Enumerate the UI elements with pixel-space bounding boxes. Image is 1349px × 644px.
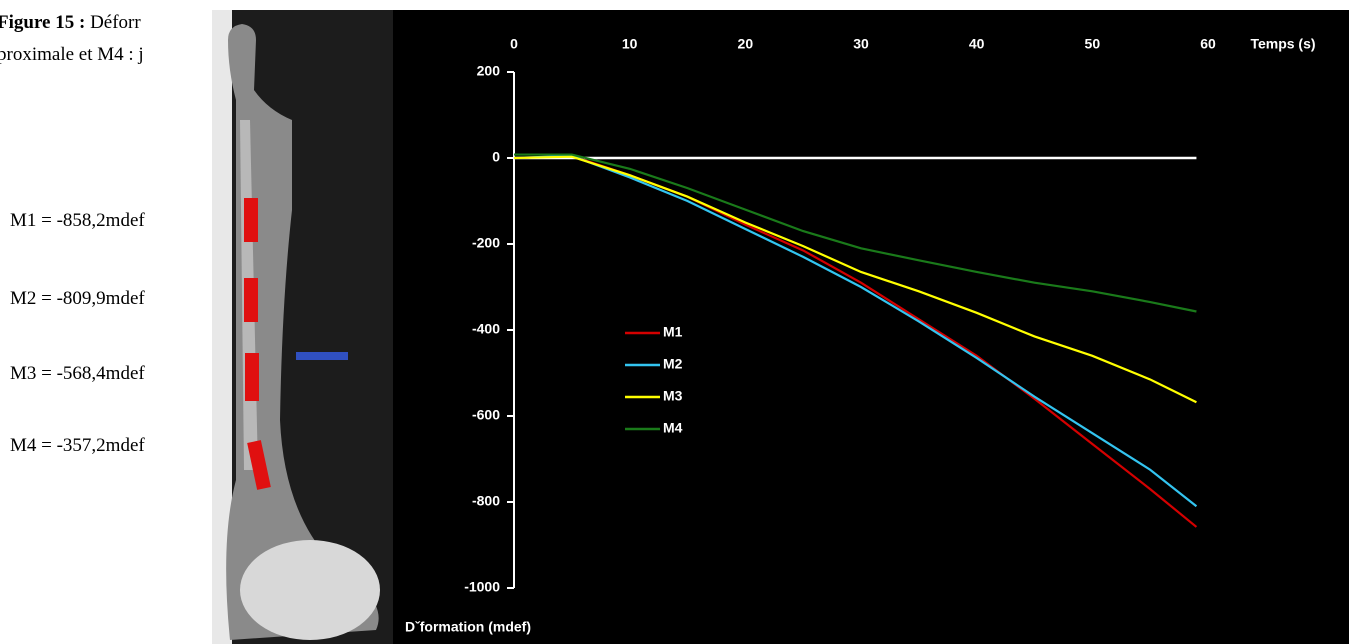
annotation: M4 = -357,2mdef [10, 435, 145, 456]
y-tick-label: -400 [472, 321, 500, 337]
y-tick-label: -800 [472, 493, 500, 509]
caption-text: Déforr [90, 12, 141, 33]
plot-background [393, 10, 1349, 644]
x-tick-label: 60 [1200, 36, 1216, 52]
legend-label: M4 [663, 420, 683, 436]
caption: Figure 15 : Déforr [0, 12, 141, 33]
x-tick-label: 0 [510, 36, 518, 52]
annotation: M3 = -568,4mdef [10, 363, 145, 384]
y-tick-label: -1000 [464, 579, 500, 595]
y-tick-label: -200 [472, 235, 500, 251]
y-axis-label: Dˇformation (mdef) [405, 619, 531, 635]
x-tick-label: 40 [969, 36, 985, 52]
x-tick-label: 50 [1085, 36, 1101, 52]
y-tick-label: 0 [492, 149, 500, 165]
y-tick-label: 200 [477, 63, 501, 79]
x-tick-label: 10 [622, 36, 638, 52]
caption-label: Figure 15 : [0, 12, 85, 33]
legend-label: M2 [663, 356, 683, 372]
y-tick-label: -600 [472, 407, 500, 423]
annotation: M1 = -858,2mdef [10, 210, 145, 231]
xray-image [212, 10, 394, 644]
x-tick-label: 20 [738, 36, 754, 52]
annotation: M2 = -809,9mdef [10, 288, 145, 309]
legend-label: M1 [663, 324, 683, 340]
legend-label: M3 [663, 388, 683, 404]
x-axis-label: Temps (s) [1250, 36, 1315, 52]
caption-line: proximale et M4 : j [0, 44, 144, 65]
x-tick-label: 30 [853, 36, 869, 52]
page: Figure 15 : Déforr proximale et M4 : j M… [0, 0, 1349, 644]
